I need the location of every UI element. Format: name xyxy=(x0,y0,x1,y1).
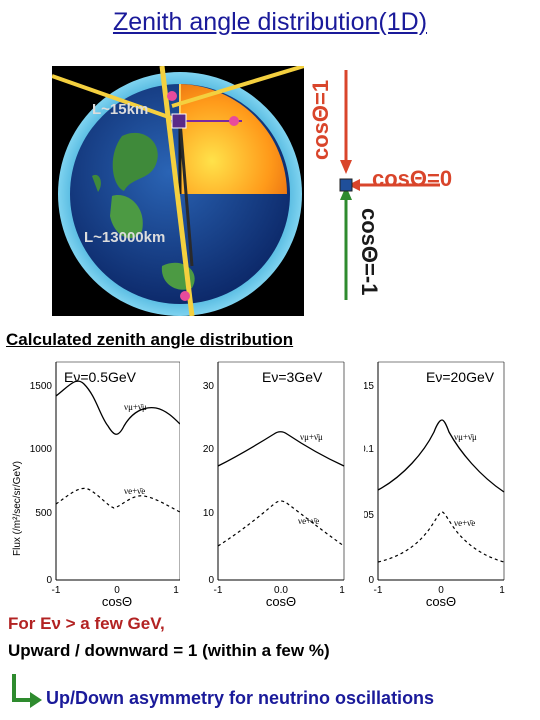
cos-bottom-label: cosΘ=-1 xyxy=(357,208,382,295)
e-flux-curve xyxy=(55,487,180,513)
y-tick-label: 0.05 xyxy=(364,510,374,521)
short-path-label: L~15km xyxy=(92,101,148,118)
y-tick-label: 30 xyxy=(203,381,215,392)
mu-flux-curve xyxy=(217,431,345,467)
note-line-1: For Eν > a few GeV, xyxy=(8,614,165,633)
neutrino-path-line xyxy=(159,65,195,317)
flux-plot-3gev: 0 10 20 30 -1 0.0 1 cosΘ Eν=3GeV νμ+ν̄μ … xyxy=(203,361,345,606)
conclusion-text: Up/Down asymmetry for neutrino oscillati… xyxy=(46,688,435,708)
continent-shape xyxy=(112,132,158,191)
y-tick-label: 1500 xyxy=(30,381,53,392)
core-cutaway-shape xyxy=(180,84,287,194)
return-arrow-icon xyxy=(12,674,42,708)
e-neutrino-label: νe+ν̄e xyxy=(298,516,319,526)
flux-plot-20gev: 0 0.05 0.1 0.15 -1 0 1 cosΘ Eν=20GeV νμ+… xyxy=(364,361,505,606)
x-tick-label: 1 xyxy=(339,585,345,596)
energy-label: Eν=0.5GeV xyxy=(64,369,137,385)
y-tick-label: 0.1 xyxy=(364,444,374,455)
mu-flux-curve xyxy=(55,380,180,435)
continent-shape xyxy=(92,174,101,192)
x-tick-label: -1 xyxy=(214,585,223,596)
earth-illustration: L~15km L~13000km xyxy=(51,64,305,317)
y-tick-label: 0.15 xyxy=(364,381,374,392)
energy-label: Eν=20GeV xyxy=(426,369,495,385)
x-tick-label: -1 xyxy=(52,585,61,596)
x-tick-label: 1 xyxy=(499,585,505,596)
flux-plot-0.5gev: 0 500 1000 1500 -1 0 1 cosΘ Flux (/m²/se… xyxy=(12,361,180,606)
cos-horizontal-label: cosΘ=0 xyxy=(372,166,452,191)
y-tick-label: 20 xyxy=(203,444,215,455)
x-tick-label: 1 xyxy=(173,585,179,596)
earth-svg: L~15km L~13000km xyxy=(51,64,305,317)
detector-marker xyxy=(171,113,187,129)
y-tick-label: 500 xyxy=(35,508,52,519)
e-flux-curve xyxy=(377,511,505,563)
cos-top-label: cosΘ=1 xyxy=(308,80,333,160)
detector-icon xyxy=(339,178,353,192)
energy-label: Eν=3GeV xyxy=(262,369,323,385)
x-axis-label: cosΘ xyxy=(102,594,132,606)
long-path-label: L~13000km xyxy=(84,229,165,246)
note-line-2: Upward / downward = 1 (within a few %) xyxy=(8,641,330,660)
y-tick-label: 0 xyxy=(368,575,374,586)
y-tick-label: 1000 xyxy=(30,444,53,455)
left-arrow-icon xyxy=(348,179,360,191)
y-tick-label: 0 xyxy=(46,575,52,586)
mu-neutrino-label: νμ+ν̄μ xyxy=(124,402,147,412)
down-arrow-icon xyxy=(340,160,352,174)
neutrino-path-line xyxy=(51,74,181,123)
observation-note: For Eν > a few GeV, Upward / downward = … xyxy=(8,610,330,664)
section-heading: Calculated zenith angle distribution xyxy=(6,330,294,349)
e-neutrino-label: νe+ν̄e xyxy=(454,518,475,528)
continent-shape xyxy=(110,195,143,239)
y-axis-label: Flux (/m²/sec/sr/GeV) xyxy=(12,461,23,556)
mu-flux-curve xyxy=(377,419,505,493)
x-tick-label: 0 xyxy=(114,585,120,596)
mu-neutrino-label: νμ+ν̄μ xyxy=(454,432,477,442)
y-tick-label: 10 xyxy=(203,508,215,519)
zenith-indicator: cosΘ=1 cosΘ=0 cosΘ=-1 xyxy=(308,70,452,300)
neutrino-path-line xyxy=(171,64,305,108)
x-tick-label: 0 xyxy=(438,585,444,596)
x-tick-label: -1 xyxy=(374,585,383,596)
page-title: Zenith angle distribution(1D) xyxy=(112,8,428,36)
x-tick-label: 0.0 xyxy=(274,585,288,596)
up-arrow-icon xyxy=(340,186,352,200)
mu-neutrino-label: νμ+ν̄μ xyxy=(300,432,323,442)
x-axis-label: cosΘ xyxy=(426,594,456,606)
x-axis-label: cosΘ xyxy=(266,594,296,606)
y-tick-label: 0 xyxy=(208,575,214,586)
e-neutrino-label: νe+ν̄e xyxy=(124,486,145,496)
e-flux-curve xyxy=(217,500,345,547)
